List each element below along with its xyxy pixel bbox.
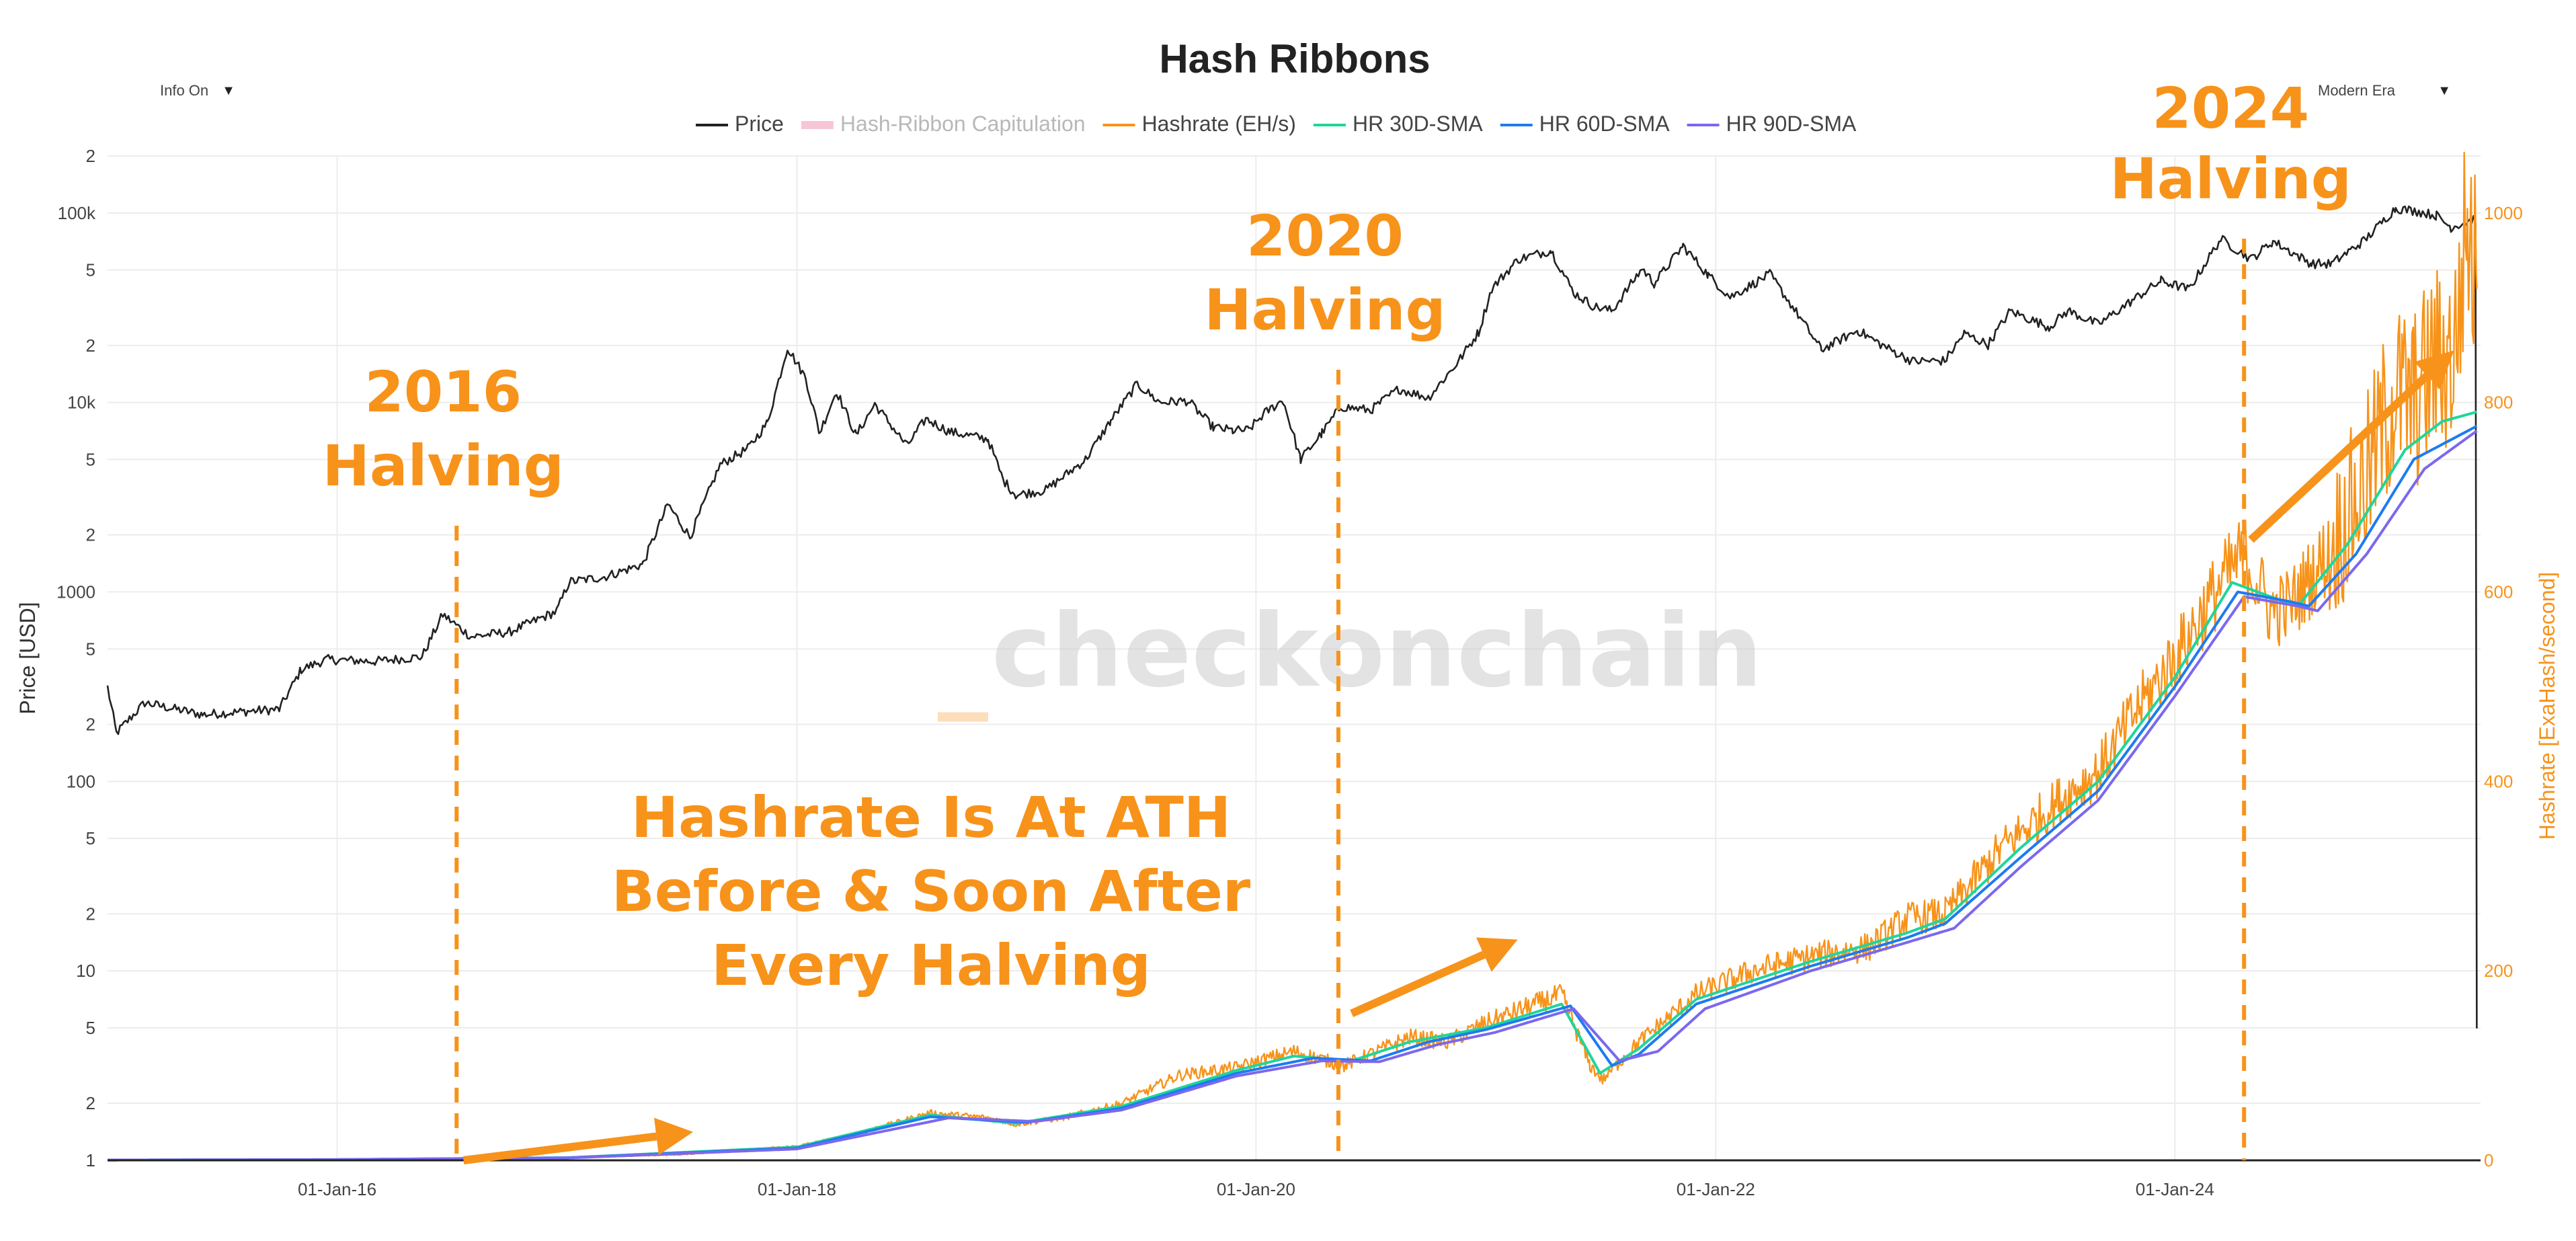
y-left-tick-label: 5 [86, 450, 95, 470]
era-select-dropdown[interactable]: Modern Era ▼ [2307, 74, 2462, 108]
legend-item-hr90[interactable]: HR 90D-SMA [1687, 112, 1857, 136]
era-select-label: Modern Era [2318, 82, 2395, 99]
chevron-down-icon: ▼ [2438, 83, 2451, 98]
watermark: _ checkonchain [938, 593, 1763, 722]
legend-item-hashrate[interactable]: Hashrate (EH/s) [1102, 112, 1296, 136]
y-left-tick-label: 10 [76, 961, 95, 981]
legend-label: HR 30D-SMA [1353, 112, 1483, 136]
legend-label: HR 90D-SMA [1726, 112, 1857, 136]
trend-arrow-head [654, 1117, 694, 1156]
halving-year-label: 2016 [364, 359, 522, 425]
info-toggle-dropdown[interactable]: Info On ▼ [149, 74, 257, 108]
y-left-tick-label: 100k [58, 203, 96, 223]
y-left-axis-title: Price [USD] [15, 602, 40, 714]
legend: Price Hash-Ribbon Capitulation Hashrate (E… [696, 112, 1857, 136]
y-right-axis-title: Hashrate [ExaHash/second] [2535, 572, 2559, 840]
y-left-tick-label: 2 [86, 714, 95, 734]
legend-label: Hash-Ribbon Capitulation [840, 112, 1086, 136]
legend-item-hr60[interactable]: HR 60D-SMA [1500, 112, 1670, 136]
y-left-tick-label: 2 [86, 525, 95, 545]
series-line-hr30 [108, 410, 2477, 1162]
x-tick-label: 01-Jan-16 [298, 1179, 376, 1199]
annotations: Hashrate Is At ATH Before & Soon After Eve… [612, 785, 1251, 998]
watermark-prefix: _ [938, 605, 988, 722]
chart-title: Hash Ribbons [1159, 36, 1430, 81]
trend-arrow-shaft [2248, 372, 2430, 543]
trend-arrows [462, 350, 2454, 1164]
halving-word-label: Halving [2110, 146, 2351, 212]
legend-label: HR 60D-SMA [1539, 112, 1670, 136]
y-left-tick-label: 2 [86, 1093, 95, 1113]
annotation-line: Every Halving [711, 932, 1151, 998]
trend-arrow-head [2414, 350, 2454, 390]
gridlines [108, 155, 2481, 1161]
y-right-tick-label: 600 [2484, 582, 2513, 602]
trend-arrow-shaft [1350, 951, 1486, 1018]
y-left-tick-label: 5 [86, 1018, 95, 1038]
trend-arrow-head [1476, 937, 1518, 972]
legend-item-price[interactable]: Price [696, 112, 784, 136]
legend-label: Hashrate (EH/s) [1142, 112, 1296, 136]
chevron-down-icon: ▼ [222, 83, 235, 98]
y-left-tick-label: 2 [86, 904, 95, 924]
y-right-tick-label: 1000 [2484, 203, 2523, 223]
y-left-tick-label: 2 [86, 146, 95, 166]
y-right-tick-label: 0 [2484, 1150, 2493, 1170]
watermark-text: checkonchain [992, 593, 1763, 710]
y-right-tick-label: 200 [2484, 961, 2513, 981]
series-line-hr60 [108, 425, 2478, 1162]
annotation-line: Hashrate Is At ATH [631, 785, 1231, 850]
axes: 01-Jan-16 01-Jan-18 01-Jan-20 01-Jan-22 01-J… [15, 146, 2559, 1199]
info-toggle-label: Info On [160, 82, 209, 99]
trend-arrow-shaft [462, 1132, 657, 1164]
series-line-price [106, 205, 2478, 1029]
halving-year-label: 2020 [1246, 203, 1404, 269]
halving-year-label: 2024 [2152, 75, 2309, 141]
x-tick-label: 01-Jan-22 [1677, 1179, 1755, 1199]
y-left-tick-label: 2 [86, 335, 95, 356]
y-left-tick-label: 10k [67, 393, 96, 413]
y-left-tick-label: 5 [86, 639, 95, 659]
annotation-line: Before & Soon After [612, 858, 1251, 924]
y-left-tick-label: 5 [86, 828, 95, 848]
x-tick-label: 01-Jan-20 [1217, 1179, 1295, 1199]
y-left-tick-label: 100 [67, 771, 95, 791]
x-tick-label: 01-Jan-18 [758, 1179, 836, 1199]
y-left-tick-label: 1000 [56, 582, 95, 602]
halving-word-label: Halving [1204, 277, 1445, 343]
legend-item-hr30[interactable]: HR 30D-SMA [1313, 112, 1483, 136]
legend-label: Price [735, 112, 784, 136]
halving-word-label: Halving [323, 433, 564, 499]
y-right-tick-label: 800 [2484, 393, 2513, 413]
legend-item-capitulation[interactable]: Hash-Ribbon Capitulation [801, 112, 1086, 136]
y-left-tick-label: 5 [86, 260, 95, 280]
x-tick-label: 01-Jan-24 [2136, 1179, 2214, 1199]
y-right-tick-label: 400 [2484, 771, 2513, 791]
y-left-tick-label: 1 [86, 1150, 95, 1170]
